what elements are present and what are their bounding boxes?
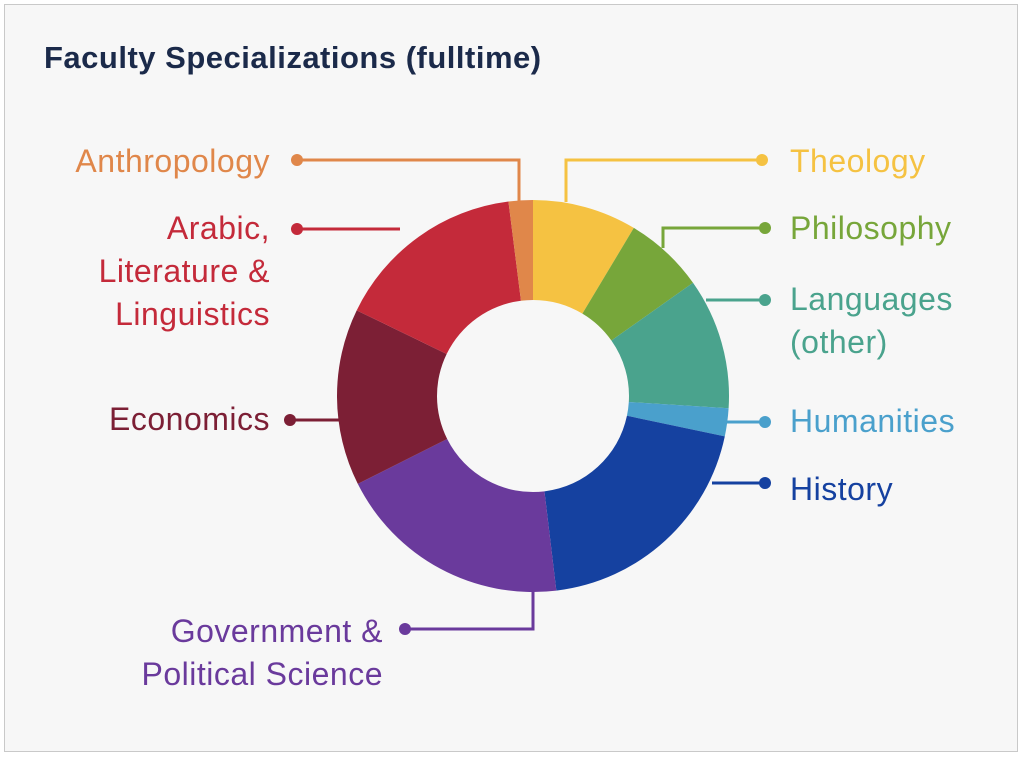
slice-label: History [790, 471, 894, 507]
donut-slice [626, 402, 729, 437]
slice-label: Economics [109, 401, 270, 437]
slice-label: Theology [790, 143, 926, 179]
chart-title: Faculty Specializations (fulltime) [44, 40, 542, 75]
donut-slice [357, 439, 557, 592]
leader-dot [284, 414, 296, 426]
leader-dot [759, 294, 771, 306]
slice-label: Arabic, Literature & Linguistics [98, 210, 270, 332]
donut-slice [544, 415, 725, 591]
donut-slice [582, 227, 694, 341]
leader-dot [759, 222, 771, 234]
donut-slice [356, 201, 521, 355]
slice-label: Humanities [790, 403, 956, 439]
leader-line [564, 158, 762, 202]
slice-label: Government & Political Science [141, 613, 383, 692]
leader-dot [759, 477, 771, 489]
chart-frame [4, 4, 1018, 752]
donut-slice [508, 200, 533, 301]
leader-dot [759, 416, 771, 428]
leader-line [297, 158, 521, 202]
leader-dot [291, 154, 303, 166]
leader-dot [756, 154, 768, 166]
leader-line [661, 226, 765, 248]
donut-slice [336, 310, 448, 484]
slice-label: Languages (other) [790, 281, 953, 360]
leader-dot [399, 623, 411, 635]
donut-slice [611, 282, 729, 409]
slice-label: Philosophy [790, 210, 952, 246]
leader-dot [291, 223, 303, 235]
leader-line [405, 590, 535, 631]
slice-label: Anthropology [75, 143, 270, 179]
donut-slice [533, 200, 634, 314]
